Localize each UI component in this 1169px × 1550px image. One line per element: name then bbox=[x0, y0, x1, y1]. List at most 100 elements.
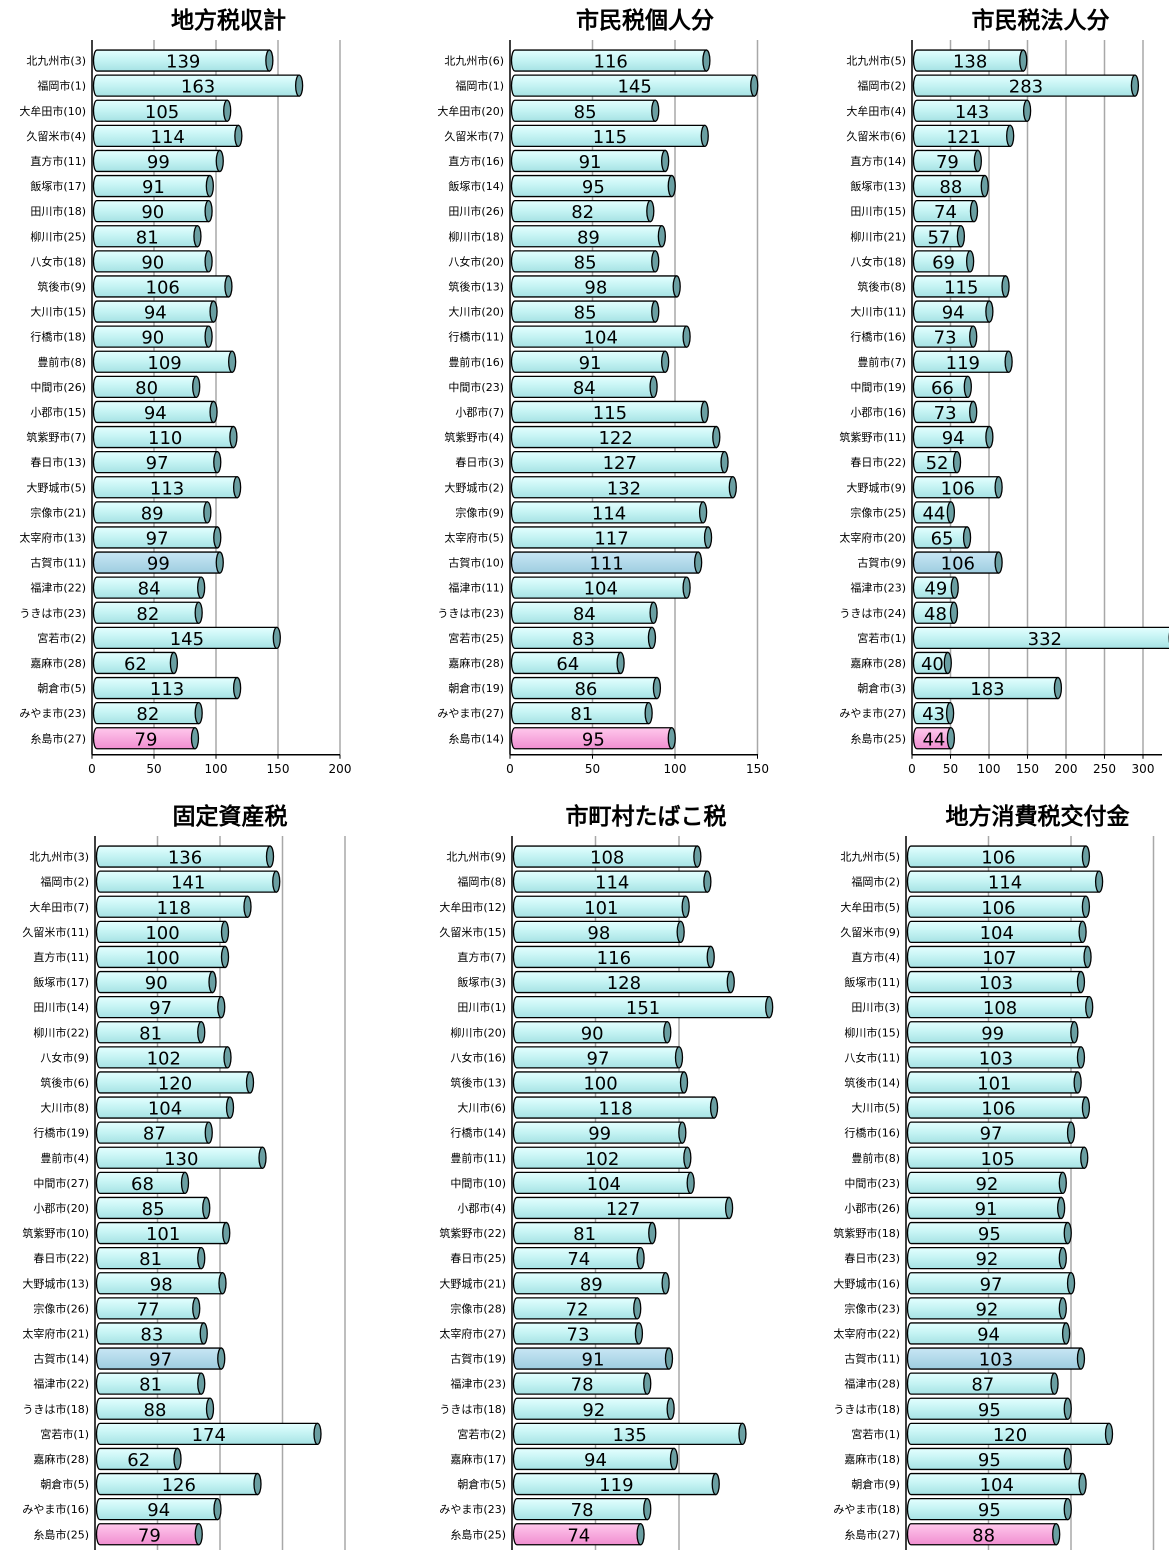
value-label: 94 bbox=[942, 303, 965, 324]
bar-cap bbox=[1063, 1498, 1072, 1521]
value-label: 95 bbox=[582, 729, 605, 750]
category-label: 春日市(25) bbox=[450, 1251, 506, 1265]
bar-cap bbox=[180, 1171, 190, 1195]
category-label: 宗像市(9) bbox=[455, 505, 504, 519]
bar bbox=[95, 1272, 224, 1295]
category-label: 筑後市(8) bbox=[857, 279, 906, 293]
bar-chart: 0 50 100 150 200 北九州市(3) 139 福岡市(1) 163 大牟田市(10) 1… bbox=[19, 40, 351, 776]
bar-cap bbox=[649, 375, 658, 399]
bar-cap bbox=[647, 626, 657, 649]
bar-chart: 0 50 100 150 200 250 300 北九州市(5) 138 福岡市(2) 283 大牟田… bbox=[839, 40, 1169, 776]
bar-cap bbox=[709, 1096, 719, 1119]
bar bbox=[95, 1322, 205, 1345]
category-label: 宗像市(28) bbox=[450, 1301, 506, 1315]
value-label: 73 bbox=[934, 328, 957, 349]
value-label: 99 bbox=[147, 152, 170, 173]
bar bbox=[906, 845, 1087, 868]
bar-cap bbox=[1081, 1096, 1091, 1119]
category-label: みやま市(23) bbox=[19, 706, 86, 720]
x-tick-label: 250 bbox=[1093, 762, 1116, 776]
bar bbox=[906, 1171, 1064, 1194]
value-label: 106 bbox=[981, 1099, 1015, 1120]
category-label: 行橋市(14) bbox=[450, 1126, 506, 1140]
bar-cap bbox=[693, 845, 702, 868]
value-label: 81 bbox=[139, 1023, 162, 1044]
value-label: 114 bbox=[592, 503, 626, 524]
bar bbox=[906, 1397, 1069, 1420]
category-label: 嘉麻市(28) bbox=[448, 656, 504, 670]
bar bbox=[510, 551, 699, 574]
x-tick-label: 100 bbox=[978, 762, 1001, 776]
bar bbox=[92, 149, 221, 173]
bar-cap bbox=[194, 601, 203, 624]
category-label: 飯塚市(17) bbox=[30, 179, 86, 193]
bar bbox=[912, 49, 1024, 72]
bar bbox=[95, 1071, 251, 1094]
bar bbox=[906, 1523, 1057, 1546]
category-label: 八女市(18) bbox=[30, 254, 86, 268]
bar-cap bbox=[643, 1498, 652, 1521]
bar bbox=[92, 124, 240, 147]
bar-cap bbox=[203, 501, 212, 524]
value-label: 89 bbox=[580, 1274, 603, 1295]
bar bbox=[95, 895, 249, 918]
category-label: 柳川市(20) bbox=[450, 1025, 506, 1039]
value-label: 81 bbox=[139, 1249, 162, 1270]
bar bbox=[512, 1171, 692, 1194]
bar bbox=[92, 375, 197, 398]
bar-cap bbox=[190, 727, 200, 750]
value-label: 40 bbox=[921, 654, 944, 675]
category-label: 大川市(8) bbox=[40, 1101, 89, 1115]
bar bbox=[95, 1096, 231, 1119]
category-label: 太宰府市(21) bbox=[22, 1326, 89, 1340]
category-label: 大牟田市(5) bbox=[840, 900, 900, 914]
value-label: 81 bbox=[570, 704, 593, 725]
bar bbox=[92, 551, 221, 574]
bar-cap bbox=[649, 601, 658, 624]
value-label: 90 bbox=[141, 328, 164, 349]
bar-cap bbox=[228, 350, 237, 373]
category-label: 宮若市(2) bbox=[37, 631, 86, 645]
category-label: 大野城市(13) bbox=[22, 1276, 89, 1290]
category-label: 福岡市(1) bbox=[37, 79, 86, 93]
bar-cap bbox=[169, 651, 179, 675]
value-label: 44 bbox=[922, 503, 945, 524]
bar bbox=[912, 727, 952, 750]
category-label: 古賀市(19) bbox=[450, 1352, 506, 1366]
value-label: 101 bbox=[146, 1224, 180, 1245]
value-label: 94 bbox=[144, 403, 167, 424]
bar bbox=[912, 275, 1007, 298]
category-label: 豊前市(16) bbox=[448, 355, 504, 369]
category-label: 行橋市(11) bbox=[448, 330, 504, 344]
bar bbox=[510, 651, 622, 675]
bar-cap bbox=[197, 1021, 206, 1044]
value-label: 91 bbox=[579, 152, 602, 173]
value-label: 116 bbox=[594, 52, 628, 73]
value-label: 90 bbox=[581, 1023, 604, 1044]
category-label: 大野城市(16) bbox=[833, 1276, 900, 1290]
category-label: 古賀市(11) bbox=[30, 556, 86, 570]
category-label: 糸島市(27) bbox=[30, 731, 86, 745]
bar-cap bbox=[1058, 1246, 1067, 1270]
bar-cap bbox=[258, 1146, 267, 1169]
bar bbox=[510, 601, 655, 624]
bar-cap bbox=[1078, 920, 1087, 943]
category-label: 筑紫野市(7) bbox=[26, 430, 86, 444]
value-label: 115 bbox=[593, 403, 627, 424]
category-label: 朝倉市(5) bbox=[40, 1477, 89, 1491]
bar bbox=[906, 1247, 1064, 1270]
bar-cap bbox=[1085, 995, 1094, 1019]
bar-cap bbox=[661, 350, 670, 373]
category-label: 柳川市(15) bbox=[844, 1025, 900, 1039]
value-label: 74 bbox=[567, 1525, 590, 1546]
category-label: 北九州市(3) bbox=[26, 54, 86, 68]
bar-cap bbox=[644, 702, 653, 725]
value-label: 78 bbox=[571, 1375, 594, 1396]
bar-cap bbox=[1063, 1447, 1072, 1471]
bar-cap bbox=[956, 225, 966, 248]
bar bbox=[95, 1472, 259, 1496]
value-label: 136 bbox=[168, 848, 202, 869]
x-tick-label: 50 bbox=[943, 762, 958, 776]
category-label: 糸島市(14) bbox=[448, 731, 504, 745]
value-label: 105 bbox=[980, 1149, 1014, 1170]
